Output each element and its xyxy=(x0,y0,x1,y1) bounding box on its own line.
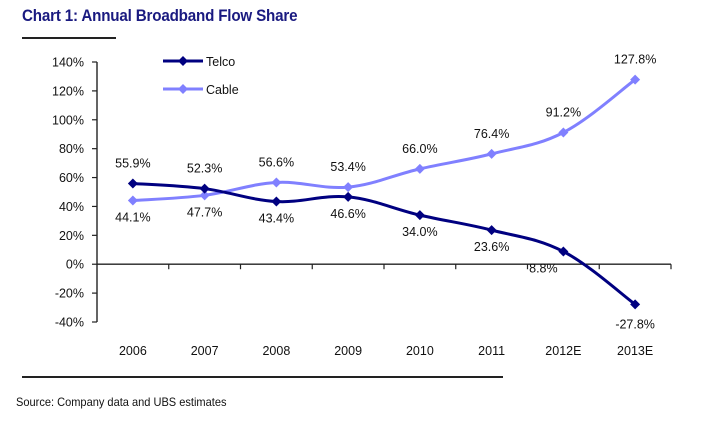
y-tick-label: 140% xyxy=(52,56,84,70)
cable-data-point xyxy=(127,195,138,206)
telco-data-point xyxy=(271,196,282,207)
cable-data-label: 76.4% xyxy=(474,127,509,141)
telco-data-point xyxy=(630,299,641,310)
telco-data-point xyxy=(486,225,497,236)
cable-series-line xyxy=(132,78,637,203)
y-tick-label: 60% xyxy=(59,171,84,185)
cable-data-point xyxy=(558,127,569,138)
cable-data-label: 66.0% xyxy=(402,142,437,156)
chart-title: Chart 1: Annual Broadband Flow Share xyxy=(22,7,298,25)
telco-data-point xyxy=(414,210,425,221)
cable-data-point xyxy=(271,177,282,188)
cable-data-point xyxy=(199,190,210,201)
legend-cable-marker xyxy=(178,84,188,94)
telco-data-point xyxy=(343,191,354,202)
telco-data-label: 34.0% xyxy=(402,225,437,239)
x-tick-label: 2011 xyxy=(478,344,505,358)
telco-series-line xyxy=(132,181,637,306)
x-tick-label: 2010 xyxy=(406,344,434,358)
y-tick-label: 120% xyxy=(52,84,84,98)
legend-telco-label: Telco xyxy=(206,55,235,69)
x-tick-label: 2009 xyxy=(334,344,362,358)
source-note: Source: Company data and UBS estimates xyxy=(16,395,227,409)
x-tick-label: 2006 xyxy=(119,344,147,358)
cable-data-label: 44.1% xyxy=(115,211,150,225)
x-tick-label: 2007 xyxy=(191,344,219,358)
cable-data-point xyxy=(486,148,497,159)
telco-data-label: 43.4% xyxy=(259,212,294,226)
cable-data-label: 56.6% xyxy=(259,155,294,169)
telco-data-point xyxy=(127,178,138,189)
title-rule xyxy=(22,37,116,39)
cable-data-label: 127.8% xyxy=(614,53,656,67)
cable-data-point xyxy=(343,182,354,193)
telco-data-point xyxy=(558,246,569,257)
cable-data-point xyxy=(414,163,425,174)
telco-data-label: 23.6% xyxy=(474,240,509,254)
legend-cable-label: Cable xyxy=(206,83,239,97)
telco-data-label: -27.8% xyxy=(615,317,655,331)
y-tick-label: 0% xyxy=(66,258,84,272)
y-tick-label: 20% xyxy=(59,229,84,243)
telco-data-point xyxy=(199,183,210,194)
x-tick-label: 2012E xyxy=(545,344,581,358)
cable-data-label: 91.2% xyxy=(546,105,581,119)
y-tick-label: -20% xyxy=(55,287,84,301)
y-tick-label: 80% xyxy=(59,142,84,156)
telco-data-label: 55.9% xyxy=(115,156,150,170)
y-tick-label: 100% xyxy=(52,113,84,127)
legend-telco-marker xyxy=(178,56,188,66)
telco-data-label: 8.8% xyxy=(529,262,558,276)
telco-data-label: 52.3% xyxy=(187,162,222,176)
x-tick-label: 2008 xyxy=(262,344,290,358)
footer-rule xyxy=(22,376,503,378)
cable-data-label: 53.4% xyxy=(330,160,365,174)
telco-data-label: 46.6% xyxy=(330,207,365,221)
x-tick-label: 2013E xyxy=(617,344,653,358)
cable-data-point xyxy=(630,74,641,85)
cable-data-label: 47.7% xyxy=(187,205,222,219)
y-tick-label: 40% xyxy=(59,200,84,214)
y-tick-label: -40% xyxy=(55,316,84,330)
